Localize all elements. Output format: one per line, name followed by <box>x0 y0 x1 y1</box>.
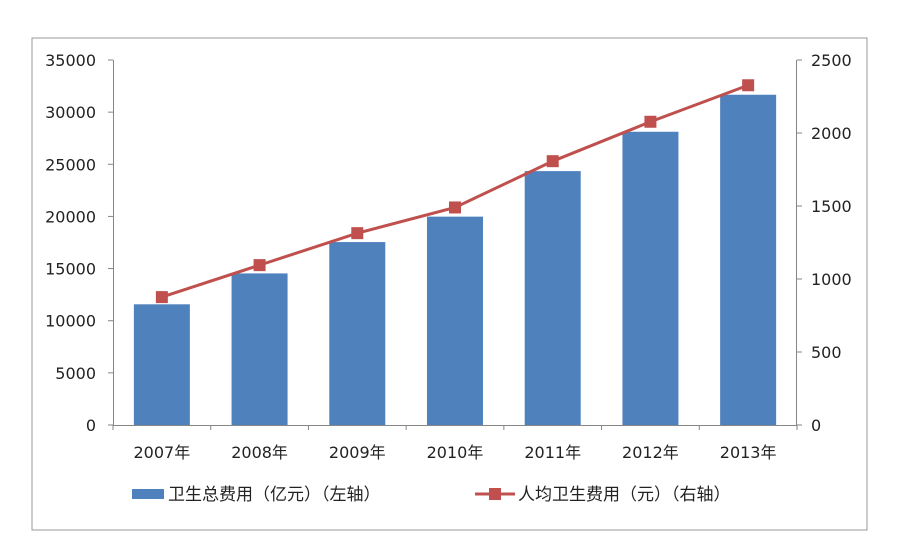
legend-bar-label: 卫生总费用（亿元）（左轴） <box>168 485 381 505</box>
x-tick-label: 2008年 <box>231 443 288 462</box>
line-marker <box>742 79 755 92</box>
line-marker <box>155 291 168 304</box>
bar <box>133 304 190 425</box>
line-marker <box>546 155 559 168</box>
x-axis-labels: 2007年 2008年 2009年 2010年 2011年 2012年 2013年 <box>112 425 798 462</box>
x-tick-label: 2007年 <box>133 443 190 462</box>
line-marker <box>351 227 364 240</box>
line-marker <box>644 115 657 128</box>
left-tick-label: 5000 <box>55 364 96 383</box>
right-tick-label: 1500 <box>811 197 852 216</box>
left-tick-label: 10000 <box>45 312 96 331</box>
left-tick-label: 20000 <box>45 207 96 226</box>
legend-line-marker <box>489 488 501 500</box>
bar <box>622 131 679 425</box>
x-tick-label: 2012年 <box>622 443 679 462</box>
x-tick-label: 2011年 <box>524 443 581 462</box>
legend: 卫生总费用（亿元）（左轴） 人均卫生费用（元）（右轴） <box>132 485 731 505</box>
right-tick-label: 2500 <box>811 51 852 70</box>
legend-line-label: 人均卫生费用（元）（右轴） <box>518 485 731 505</box>
bar <box>720 94 777 425</box>
right-axis-ticks: 0 500 1000 1500 2000 2500 <box>797 51 852 435</box>
left-tick-label: 30000 <box>45 103 96 122</box>
left-tick-label: 0 <box>86 416 96 435</box>
x-tick-label: 2009年 <box>329 443 386 462</box>
bar <box>427 216 483 425</box>
legend-bar-swatch <box>132 489 164 499</box>
line-marker <box>253 259 266 272</box>
left-tick-label: 25000 <box>45 155 96 174</box>
right-tick-label: 500 <box>811 343 842 362</box>
line-marker <box>449 201 461 214</box>
x-tick-label: 2013年 <box>720 443 777 462</box>
right-tick-label: 2000 <box>811 124 852 143</box>
x-tick-label: 2010年 <box>427 443 484 462</box>
bar-series <box>133 94 777 425</box>
left-tick-label: 15000 <box>45 260 96 279</box>
line-series <box>155 79 755 304</box>
left-tick-label: 35000 <box>45 51 96 70</box>
bar <box>231 273 288 425</box>
bar <box>329 242 386 425</box>
left-axis-ticks: 0 5000 10000 15000 20000 25000 30000 35000 <box>45 51 113 435</box>
right-tick-label: 1000 <box>811 270 852 289</box>
right-tick-label: 0 <box>811 416 821 435</box>
bar <box>524 171 581 425</box>
